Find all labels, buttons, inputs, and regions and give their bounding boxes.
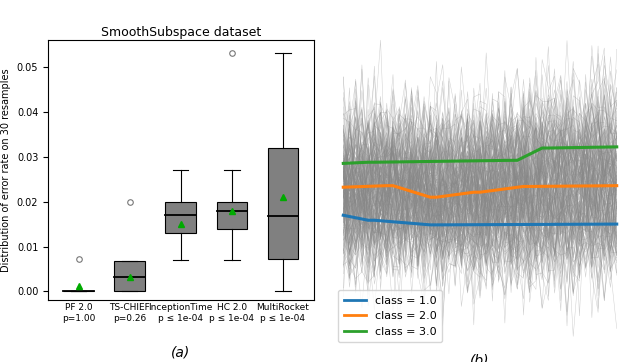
Text: (b): (b): [470, 353, 490, 362]
Bar: [216, 202, 247, 228]
Title: SmoothSubspace dataset: SmoothSubspace dataset: [100, 26, 261, 39]
Legend: class = 1.0, class = 2.0, class = 3.0: class = 1.0, class = 2.0, class = 3.0: [338, 290, 442, 342]
Bar: [268, 148, 298, 259]
Y-axis label: Distribution of error rate on 30 resamples: Distribution of error rate on 30 resampl…: [1, 68, 12, 272]
Bar: [115, 261, 145, 291]
Text: (a): (a): [171, 345, 191, 359]
Bar: [166, 202, 196, 233]
